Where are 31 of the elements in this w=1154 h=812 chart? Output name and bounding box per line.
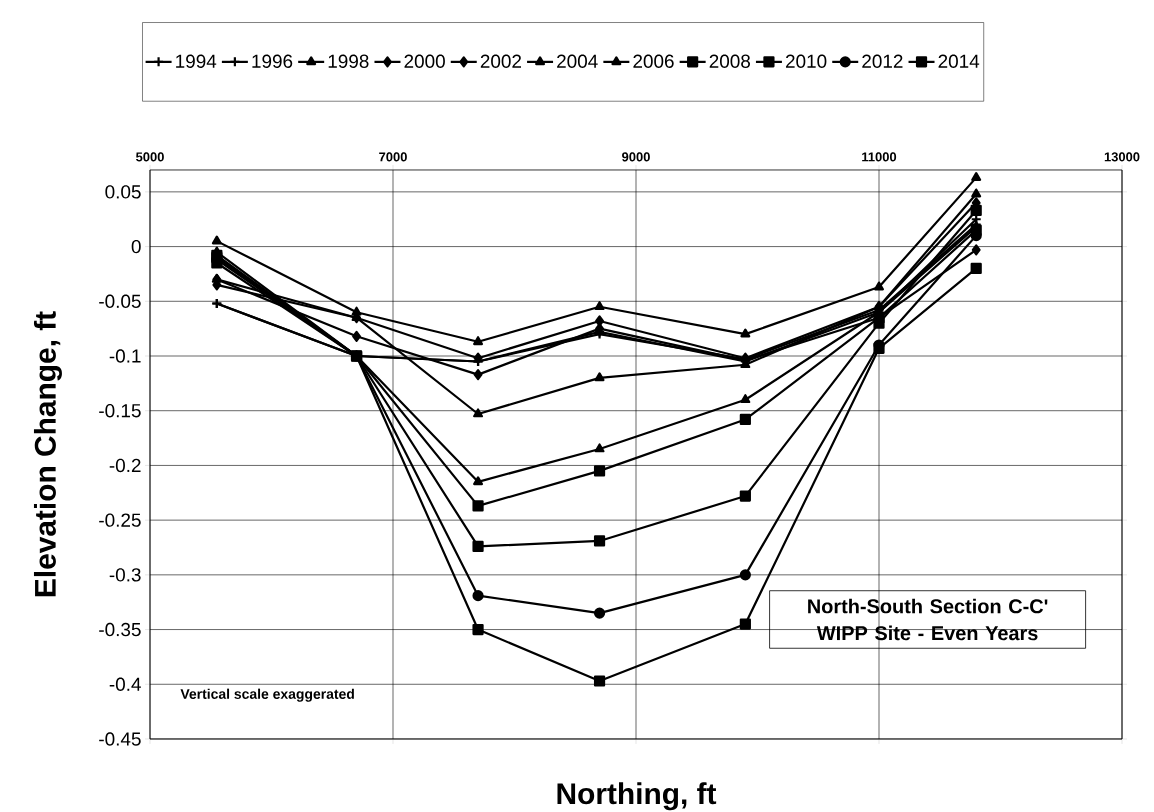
y-tick-label: -0.1: [109, 349, 141, 363]
y-tick-label: 0: [131, 239, 141, 254]
legend-label: 2006: [633, 54, 674, 68]
legend-label: 2008: [709, 54, 751, 68]
legend-label: 2012: [862, 54, 903, 68]
x-tick-label: 9000: [622, 152, 650, 162]
y-tick-label: 0.05: [105, 185, 141, 199]
y-tick-label: -0.2: [109, 458, 141, 473]
annotation: Vertical scale exaggerated: [180, 688, 354, 702]
y-tick-label: -0.05: [99, 294, 141, 308]
y-tick-label: -0.15: [99, 404, 141, 418]
y-tick-label: -0.4: [109, 677, 141, 691]
x-tick-label: 11000: [862, 152, 897, 162]
legend-label: 2002: [480, 54, 522, 68]
legend-label: 1996: [252, 54, 293, 68]
legend-label: 2010: [785, 54, 827, 68]
legend-label: 1994: [176, 54, 217, 68]
x-axis-title: Northing, ft: [557, 782, 717, 811]
y-axis-title: Elevation Change, ft: [33, 311, 62, 597]
legend-label: 2014: [938, 54, 980, 68]
x-tick-label: 7000: [379, 152, 407, 162]
legend-label: 1998: [328, 54, 369, 68]
y-tick-label: -0.3: [109, 568, 141, 582]
annotation: North-South Section C-C' WIPP Site - Even Years: [808, 598, 1048, 641]
legend-label: 2004: [557, 54, 598, 68]
y-tick-label: -0.25: [99, 513, 141, 527]
y-tick-label: -0.35: [99, 622, 141, 637]
x-tick-label: 13000: [1104, 152, 1140, 162]
x-tick-label: 5000: [136, 152, 164, 162]
y-tick-label: -0.45: [99, 732, 141, 746]
legend-label: 2000: [404, 54, 445, 68]
